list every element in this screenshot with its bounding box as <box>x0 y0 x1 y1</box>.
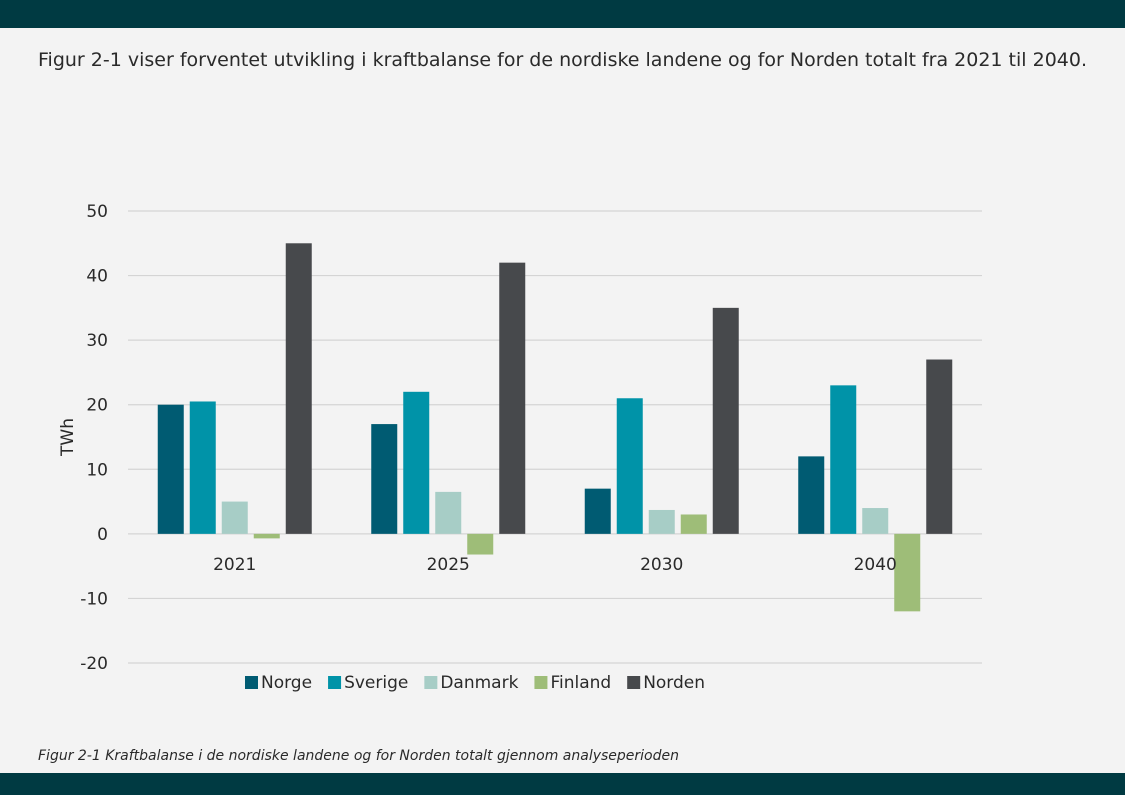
bar-norge-2030 <box>584 488 611 534</box>
bottom-band <box>0 773 1125 795</box>
y-tick-label: -20 <box>80 654 108 674</box>
legend-label-sverige: Sverige <box>344 673 408 693</box>
y-tick-label: 10 <box>86 460 108 480</box>
bar-danmark-2040 <box>862 508 889 534</box>
legend-swatch-norge <box>245 676 258 689</box>
bar-sverige-2030 <box>616 398 643 534</box>
y-axis-label: TWh <box>58 418 78 457</box>
bar-danmark-2021 <box>221 501 248 534</box>
x-tick-label: 2040 <box>854 555 897 575</box>
legend-label-danmark: Danmark <box>440 673 518 693</box>
bar-sverige-2025 <box>403 391 430 534</box>
bar-sverige-2021 <box>189 401 216 534</box>
legend-swatch-norden <box>627 676 641 689</box>
bar-danmark-2025 <box>435 491 462 534</box>
bar-norden-2030 <box>712 307 739 534</box>
y-tick-label: 30 <box>86 331 108 351</box>
top-band <box>0 0 1125 28</box>
bar-norden-2040 <box>926 359 953 534</box>
bar-finland-2025 <box>467 533 494 555</box>
intro-text: Figur 2-1 viser forventet utvikling i kr… <box>38 49 1087 71</box>
x-tick-label: 2030 <box>640 555 683 575</box>
y-tick-label: 50 <box>86 202 108 222</box>
y-tick-label: 40 <box>86 267 108 287</box>
bar-norden-2021 <box>285 243 312 534</box>
legend-label-norden: Norden <box>643 673 705 693</box>
bar-finland-2021 <box>253 533 280 539</box>
bar-danmark-2030 <box>648 509 675 534</box>
bar-norden-2025 <box>499 262 526 534</box>
bar-finland-2030 <box>680 514 707 534</box>
legend-label-finland: Finland <box>550 673 611 693</box>
y-tick-label: 20 <box>86 396 108 416</box>
x-tick-label: 2025 <box>427 555 470 575</box>
legend-swatch-sverige <box>328 676 342 689</box>
legend-swatch-finland <box>534 676 548 689</box>
legend-label-norge: Norge <box>261 673 312 693</box>
bar-norge-2040 <box>798 456 825 534</box>
bar-sverige-2040 <box>830 385 857 534</box>
bar-finland-2040 <box>894 533 921 612</box>
bar-norge-2021 <box>157 404 184 534</box>
x-tick-label: 2021 <box>213 555 256 575</box>
bar-norge-2025 <box>371 424 398 534</box>
y-tick-label: -10 <box>80 589 108 609</box>
figure-caption: Figur 2-1 Kraftbalanse i de nordiske lan… <box>38 748 679 764</box>
legend-swatch-danmark <box>424 676 438 689</box>
y-tick-label: 0 <box>97 525 108 545</box>
